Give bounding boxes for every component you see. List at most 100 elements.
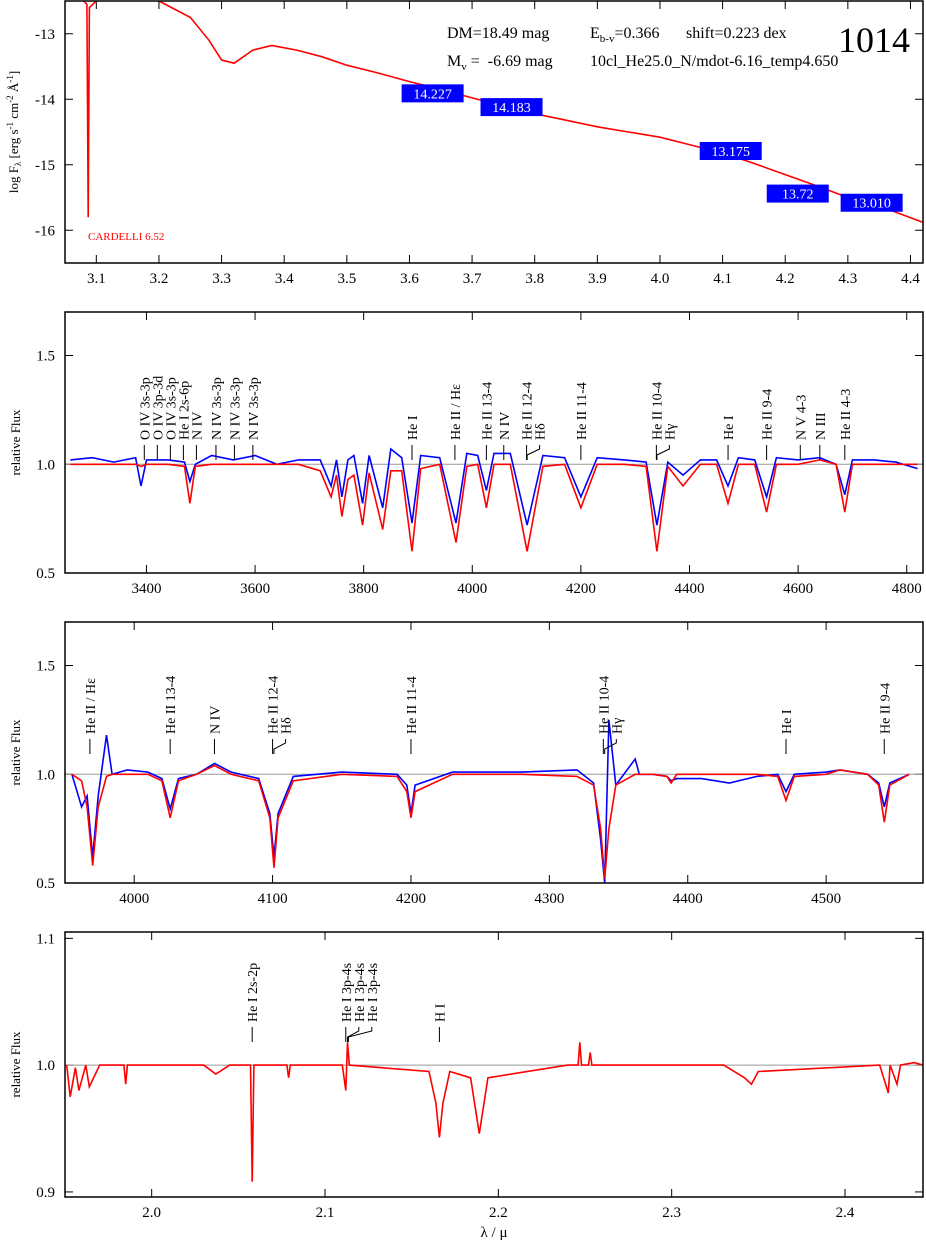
y-tick-label: -16 — [35, 223, 55, 239]
line-id-leader — [604, 739, 617, 754]
photometry-label: 13.72 — [782, 188, 814, 203]
annotation-part: E — [590, 25, 600, 42]
x-tick-label: 3.5 — [337, 271, 356, 287]
x-tick-label: 3.7 — [463, 271, 482, 287]
line-id-label: Hδ — [280, 717, 295, 734]
line-id-label: He I 3p-4s — [340, 963, 355, 1022]
axes-frame — [64, 0, 924, 264]
line-id-label: N IV 3s-3p — [247, 377, 262, 440]
x-tick-label: 4100 — [258, 891, 288, 907]
x-tick-label: 4800 — [892, 581, 922, 597]
x-tick-label: 3400 — [131, 581, 161, 597]
line-id-label: He II 10-4 — [650, 382, 665, 440]
line-id-label: N IV 3s-3p — [210, 377, 225, 440]
x-tick-label: 2.2 — [489, 1205, 508, 1221]
axes-frame — [64, 931, 924, 1198]
annotation: shift=0.223 dex — [686, 25, 787, 42]
x-tick-label: 4.0 — [651, 271, 670, 287]
x-tick-label: 3600 — [240, 581, 270, 597]
line-id-label: N IV — [208, 706, 223, 734]
line-id-label: N IV 3s-3p — [228, 377, 243, 440]
line-id-label: He II 4-3 — [839, 389, 854, 440]
spectrum-line — [65, 1042, 923, 1182]
line-id-leader — [273, 739, 287, 754]
annotation-part: = -6.69 mag — [467, 53, 553, 70]
spectrum-line — [71, 719, 910, 883]
label-sup: -1 — [5, 75, 15, 83]
x-tick-label: 3.9 — [588, 271, 607, 287]
x-tick-label: 2.3 — [662, 1205, 681, 1221]
photometry-box — [840, 193, 903, 212]
x-tick-label: 4400 — [673, 891, 703, 907]
line-id-label: N V 4-3 — [794, 395, 809, 440]
line-id-label: He I — [406, 415, 421, 440]
line-id-label: He II 11-4 — [405, 676, 420, 734]
line-id-label: He I — [780, 709, 795, 734]
photometry-box — [480, 98, 543, 117]
line-id-label: He II 13-4 — [164, 676, 179, 734]
photometry-label: 13.010 — [852, 197, 891, 212]
photometry-box — [401, 84, 464, 103]
line-id-label: He II / Hε — [84, 678, 99, 734]
x-tick-label: 3.6 — [400, 271, 419, 287]
x-tick-label: 2.0 — [142, 1205, 161, 1221]
x-tick-label: 4300 — [534, 891, 564, 907]
line-id-label: Hδ — [534, 423, 549, 440]
x-tick-label: 3.4 — [275, 271, 294, 287]
y-tick-label: 0.5 — [36, 876, 55, 892]
y-tick-label: -15 — [35, 158, 55, 174]
y-tick-label: 1.5 — [36, 659, 55, 675]
photometry-box — [699, 141, 762, 160]
x-tick-label: 4200 — [566, 581, 596, 597]
line-id-label: H I — [433, 1003, 448, 1022]
line-id-label: He II 12-4 — [521, 382, 536, 440]
y-axis-label: log Fλ [erg s-1 cm-2 Å-1] — [5, 71, 23, 193]
line-id-label: He II 9-4 — [878, 683, 893, 734]
line-id-label: He II 9-4 — [761, 389, 776, 440]
extinction-note: CARDELLI 6.52 — [88, 231, 164, 243]
photometry-label: 14.227 — [413, 87, 452, 102]
y-tick-label: 0.9 — [36, 1185, 55, 1201]
x-tick-label: 2.1 — [316, 1205, 335, 1221]
y-tick-label: 0.5 — [36, 566, 55, 582]
line-id-label: He II 11-4 — [575, 382, 590, 440]
line-id-label: He II 13-4 — [480, 382, 495, 440]
x-tick-label: 3.3 — [212, 271, 231, 287]
line-id-label: He I — [722, 415, 737, 440]
y-tick-label: -14 — [35, 92, 55, 108]
label-part: ] — [6, 71, 21, 75]
x-tick-label: 4000 — [119, 891, 149, 907]
label-part: log F — [6, 166, 21, 193]
annotation: 10cl_He25.0_N/mdot-6.16_temp4.650 — [590, 53, 838, 70]
x-tick-label: 3800 — [349, 581, 379, 597]
annotation-sub: v — [461, 61, 467, 73]
x-tick-label: 4500 — [811, 891, 841, 907]
y-axis-label: relative Flux — [8, 719, 23, 786]
y-tick-label: 1.0 — [36, 767, 55, 783]
line-id-label: He II 12-4 — [267, 676, 282, 734]
line-id-label: He I 3p-4s — [366, 963, 381, 1022]
annotation: Eb-v=0.366 — [590, 25, 659, 45]
axes-frame — [64, 311, 924, 574]
x-tick-label: 2.4 — [836, 1205, 855, 1221]
x-tick-label: 3.2 — [150, 271, 169, 287]
star-id: 1014 — [838, 20, 910, 60]
x-axis-label: λ / μ — [481, 1225, 508, 1241]
photometry-box — [766, 184, 829, 203]
line-id-leader — [656, 445, 670, 460]
y-axis-label: relative Flux — [8, 1031, 23, 1098]
label-sub: λ — [13, 161, 23, 166]
label-sup: -1 — [5, 122, 15, 130]
annotation: DM=18.49 mag — [447, 25, 549, 42]
x-tick-label: 4.3 — [838, 271, 857, 287]
label-sup: -2 — [5, 95, 15, 103]
line-id-label: He I 3p-4s — [353, 963, 368, 1022]
axes-frame — [64, 621, 924, 884]
line-id-label: Hγ — [663, 424, 678, 440]
y-tick-label: 1.5 — [36, 349, 55, 365]
y-tick-label: -13 — [35, 27, 55, 43]
annotation: Mv = -6.69 mag — [447, 53, 553, 73]
x-tick-label: 3.8 — [525, 271, 544, 287]
line-id-label: He I 2s-2p — [246, 963, 261, 1022]
